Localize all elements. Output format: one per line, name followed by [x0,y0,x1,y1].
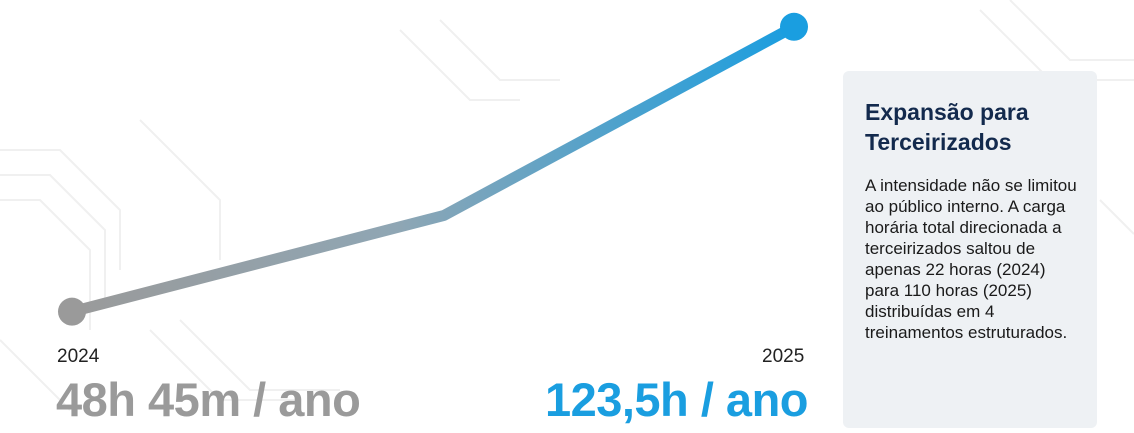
x-tick-label-2024: 2024 [57,346,100,367]
end-value-label: 123,5h / ano [544,373,809,426]
info-card: Expansão para Terceirizados A intensidad… [843,71,1097,428]
card-title: Expansão para Terceirizados [865,99,1029,155]
data-point-2024 [58,297,86,326]
data-point-2025 [780,12,808,41]
card-body-text: A intensidade não se limitou ao público … [865,176,1077,342]
start-value-label: 48h 45m / ano [56,373,361,426]
series-line [66,21,800,318]
x-tick-label-2025: 2025 [762,346,805,367]
